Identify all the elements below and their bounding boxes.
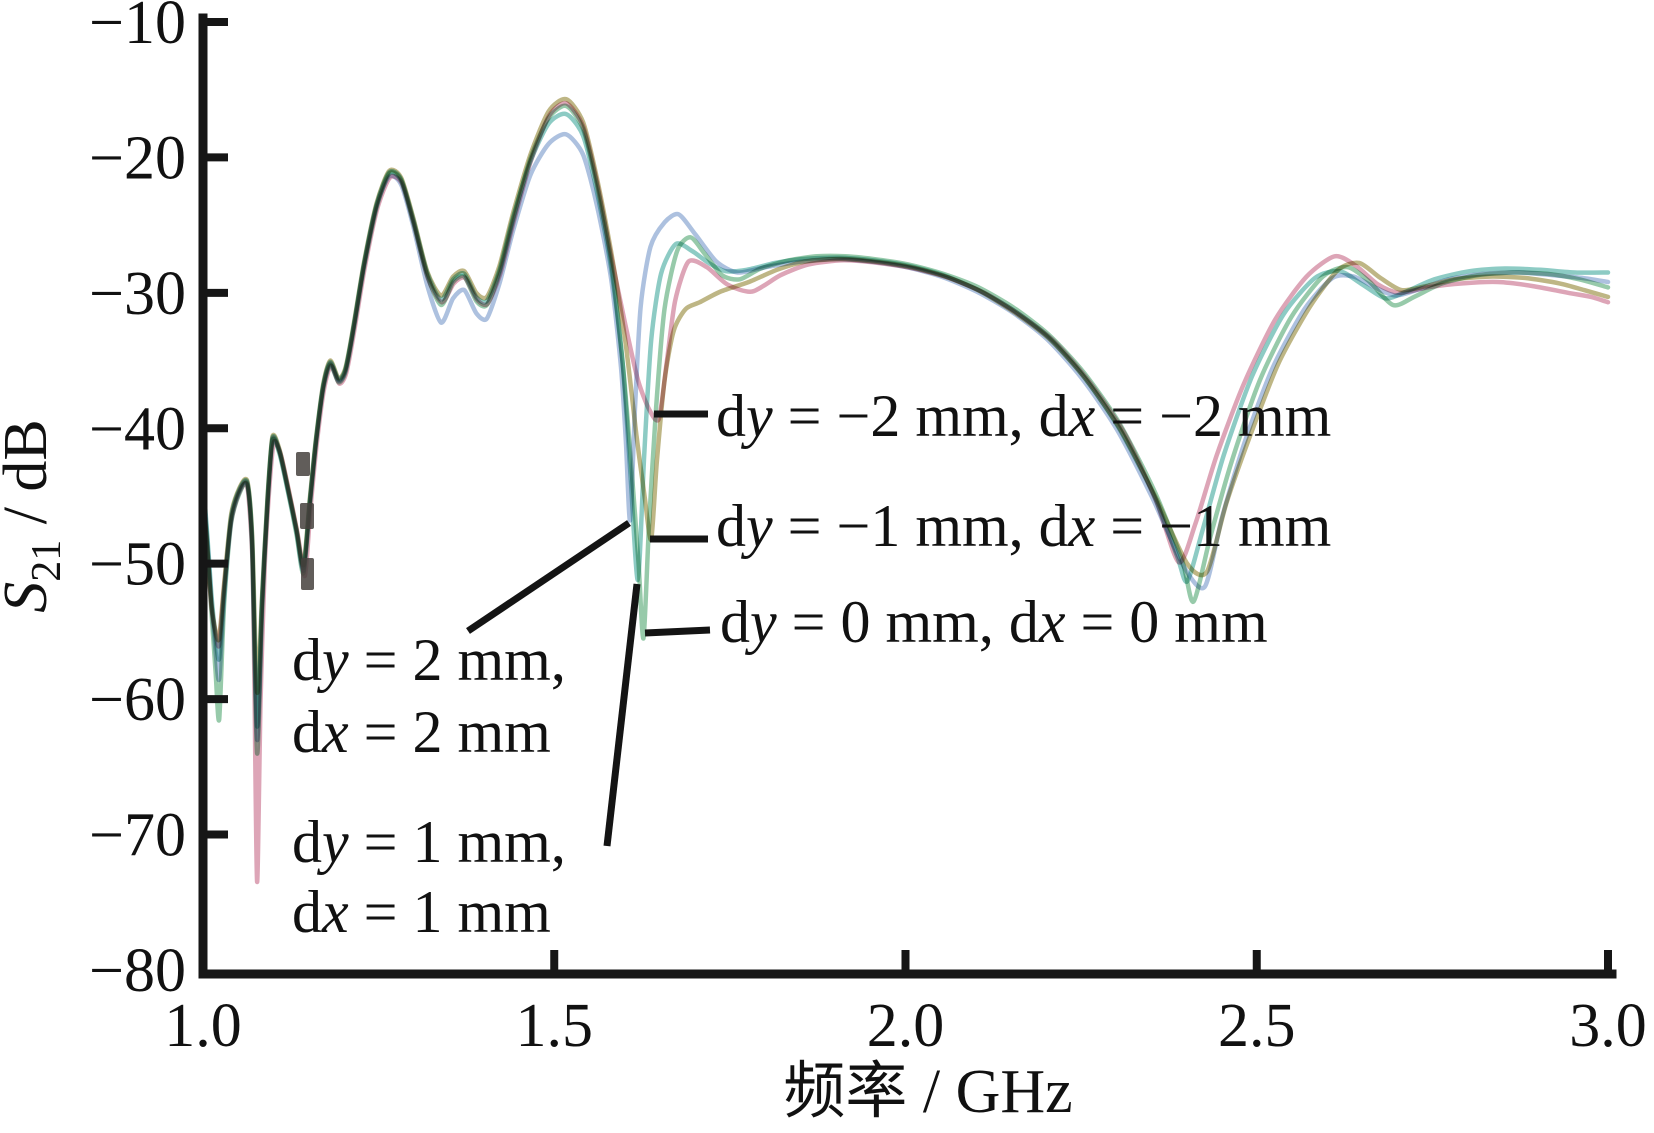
- annotation-leader-3: [466, 520, 631, 634]
- x-axis-ticks: 1.0 1.5 2.0 2.5 3.0: [164, 950, 1647, 1060]
- x-axis-title: 频率 / GHz: [783, 1058, 1072, 1126]
- x-tick-label-1.5: 1.5: [516, 992, 594, 1060]
- curve-artifact-marks: [296, 452, 314, 590]
- y-tick-label--60: −60: [89, 666, 186, 734]
- y-tick-label--50: −50: [89, 531, 186, 599]
- annotation-label-2: dy = 0 mm, dx = 0 mm: [720, 589, 1268, 655]
- x-tick-label-3: 3.0: [1569, 992, 1647, 1060]
- x-tick-label-2.5: 2.5: [1218, 992, 1296, 1060]
- curve-knot-mark-1: [300, 503, 314, 529]
- annotation-leader-5: [603, 583, 641, 847]
- y-axis-title: S21 / dB: [0, 419, 70, 613]
- annotation-label-0: dy = −2 mm, dx = −2 mm: [716, 383, 1331, 449]
- curve-knot-mark-0: [296, 452, 310, 476]
- annotation-leader-2: [644, 626, 711, 637]
- annotation-label-1: dy = −1 mm, dx = −1 mm: [716, 493, 1331, 559]
- y-tick-label--70: −70: [89, 802, 186, 870]
- y-tick-label--10: −10: [89, 0, 186, 57]
- annotation-label-4: dx = 2 mm: [292, 699, 551, 765]
- y-tick-label--40: −40: [89, 395, 186, 463]
- axes-group: [198, 13, 1617, 979]
- x-tick-label-1: 1.0: [164, 992, 242, 1060]
- axis-frame: [198, 13, 1617, 979]
- curve-series-group: [200, 96, 1611, 885]
- annotation-label-5: dy = 1 mm,: [292, 809, 566, 875]
- curve-series-4: [200, 103, 1611, 756]
- curve-knot-mark-2: [301, 558, 314, 590]
- annotations-group: dy = −2 mm, dx = −2 mm dy = −1 mm, dx = −…: [292, 383, 1331, 945]
- y-tick-label--20: −20: [89, 124, 186, 192]
- y-axis-ticks: −10 −20 −30 −40 −50 −60 −70 −80: [89, 0, 228, 1005]
- y-tick-label--80: −80: [89, 937, 186, 1005]
- x-tick-label-2: 2.0: [867, 992, 945, 1060]
- annotation-label-6: dx = 1 mm: [292, 879, 551, 945]
- annotation-label-3: dy = 2 mm,: [292, 627, 566, 693]
- y-tick-label--30: −30: [89, 260, 186, 328]
